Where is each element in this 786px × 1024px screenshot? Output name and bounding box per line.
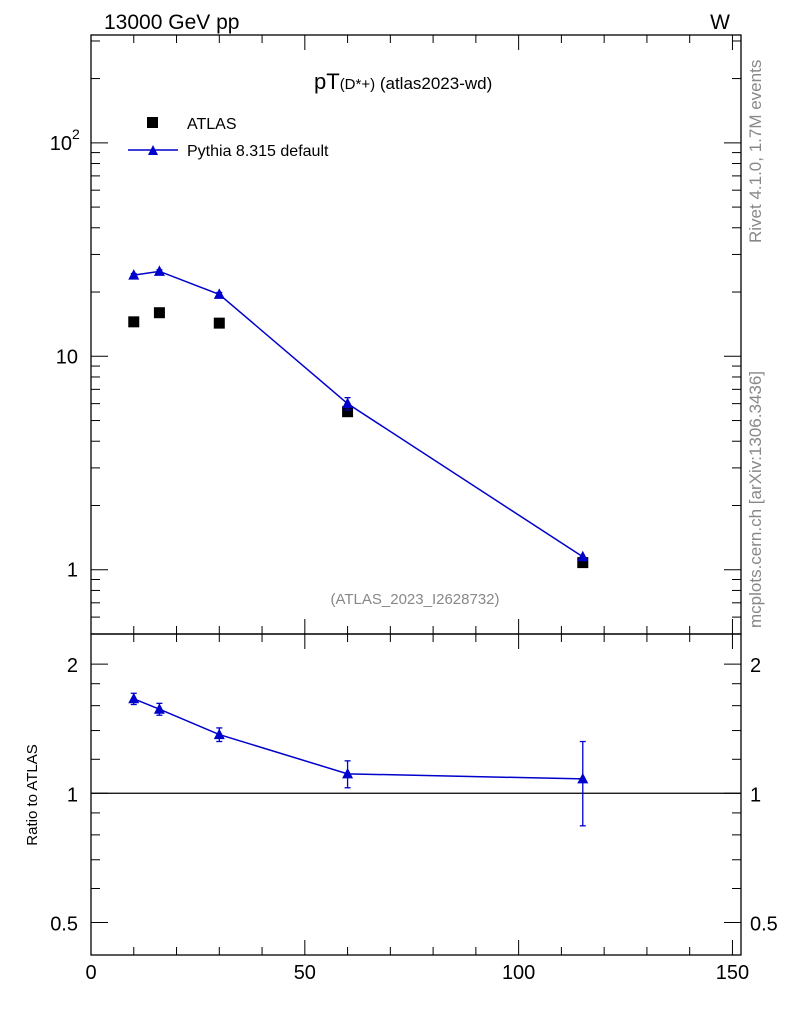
ratio-series-line	[133, 698, 583, 780]
legend-atlas-marker	[147, 117, 158, 128]
x-tick-label: 100	[502, 962, 535, 984]
ratio-y-tick-label: 0.5	[50, 913, 78, 935]
atlas-data-point	[342, 406, 354, 418]
ratio-panel: 0.5 0.5 1 1 2 2 0 50 100 150 Ratio to ATLAS	[24, 633, 778, 984]
pythia-data-point	[213, 288, 225, 299]
atlas-data-point	[153, 307, 165, 319]
atlas-data-point	[577, 557, 589, 569]
chart-title-sub: (D*+)	[340, 76, 375, 93]
main-y-tick-label: 1	[67, 560, 78, 582]
ratio-y-axis-label: Ratio to ATLAS	[24, 744, 41, 845]
ratio-data-point	[342, 767, 354, 779]
atlas-data-point	[128, 316, 140, 328]
pythia-data-point	[342, 397, 354, 409]
x-tick-label: 0	[85, 962, 96, 984]
ratio-y-tick-label: 2	[67, 655, 78, 677]
ratio-y-tick-label: 1	[67, 784, 78, 806]
ratio-data-point	[577, 772, 589, 784]
ratio-y-tick-label-right: 2	[750, 655, 761, 677]
legend-atlas-label: ATLAS	[187, 116, 237, 133]
pythia-data-point	[128, 269, 140, 280]
x-tick-label: 50	[294, 962, 316, 984]
ratio-y-tick-label-right: 1	[750, 784, 761, 806]
legend-pythia-label: Pythia 8.315 default	[187, 143, 329, 160]
ratio-data-point	[213, 728, 225, 740]
mcplots-label: mcplots.cern.ch [arXiv:1306.3436]	[746, 371, 765, 628]
atlas-data-point	[213, 317, 225, 329]
pythia-series-line	[133, 270, 584, 558]
main-y-tick-label: 10	[56, 346, 78, 368]
ratio-plot-frame	[90, 633, 742, 956]
pythia-data-point	[577, 550, 589, 562]
rivet-version-label: Rivet 4.1.0, 1.7M events	[746, 60, 765, 243]
ratio-data-point	[153, 703, 165, 714]
chart-title-tail: (atlas2023-wd)	[375, 74, 492, 93]
pythia-data-point	[153, 265, 165, 276]
ratio-y-tick-label-right: 0.5	[750, 913, 778, 935]
main-y-tick-label: 10	[50, 133, 72, 155]
analysis-id-label: (ATLAS_2023_I2628732)	[330, 591, 499, 608]
legend-pythia-marker	[148, 145, 158, 155]
legend: ATLAS Pythia 8.315 default	[128, 116, 329, 160]
chart-title-main: pT	[314, 69, 340, 94]
header-process-label: W	[710, 11, 730, 34]
x-tick-label: 150	[716, 962, 749, 984]
main-y-tick-label-exponent: 2	[72, 126, 80, 142]
ratio-data-point	[128, 692, 140, 704]
header-beam-label: 13000 GeV pp	[104, 11, 239, 34]
chart-title: pT(D*+) (atlas2023-wd)	[314, 69, 492, 94]
